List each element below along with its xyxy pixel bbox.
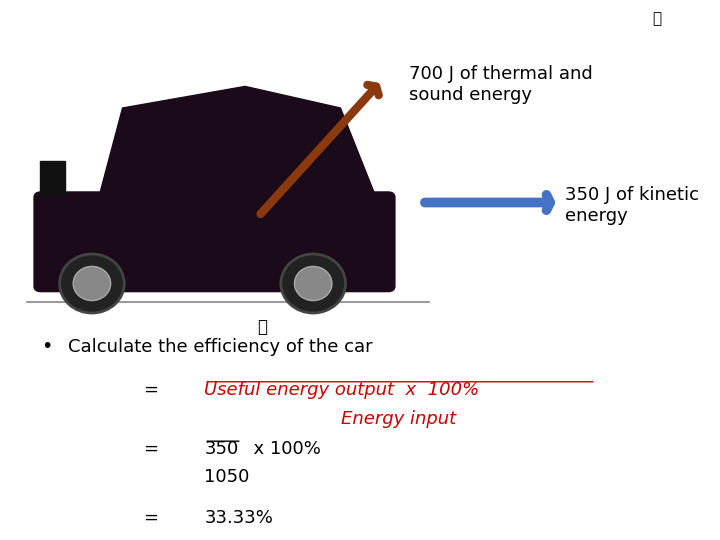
Text: =: = — [143, 509, 158, 526]
FancyBboxPatch shape — [34, 192, 395, 292]
Ellipse shape — [281, 254, 346, 313]
Text: •: • — [41, 338, 53, 356]
Polygon shape — [95, 86, 382, 211]
Text: =: = — [143, 440, 158, 458]
Text: Energy input: Energy input — [341, 410, 456, 428]
Ellipse shape — [73, 266, 111, 301]
Text: 33.33%: 33.33% — [204, 509, 273, 526]
Text: x 100%: x 100% — [242, 440, 320, 458]
Text: 🔊: 🔊 — [652, 11, 662, 26]
Text: 350: 350 — [204, 440, 238, 458]
Ellipse shape — [294, 266, 332, 301]
Text: 🔊: 🔊 — [257, 318, 267, 336]
Text: Calculate the efficiency of the car: Calculate the efficiency of the car — [68, 338, 373, 355]
Text: 700 J of thermal and
sound energy: 700 J of thermal and sound energy — [408, 65, 593, 104]
Text: =: = — [143, 381, 158, 399]
FancyBboxPatch shape — [40, 161, 66, 195]
Text: 1050: 1050 — [204, 468, 250, 486]
Text: Useful energy output  x  100%: Useful energy output x 100% — [204, 381, 480, 399]
Ellipse shape — [60, 254, 125, 313]
Text: 350 J of kinetic
energy: 350 J of kinetic energy — [565, 186, 699, 225]
